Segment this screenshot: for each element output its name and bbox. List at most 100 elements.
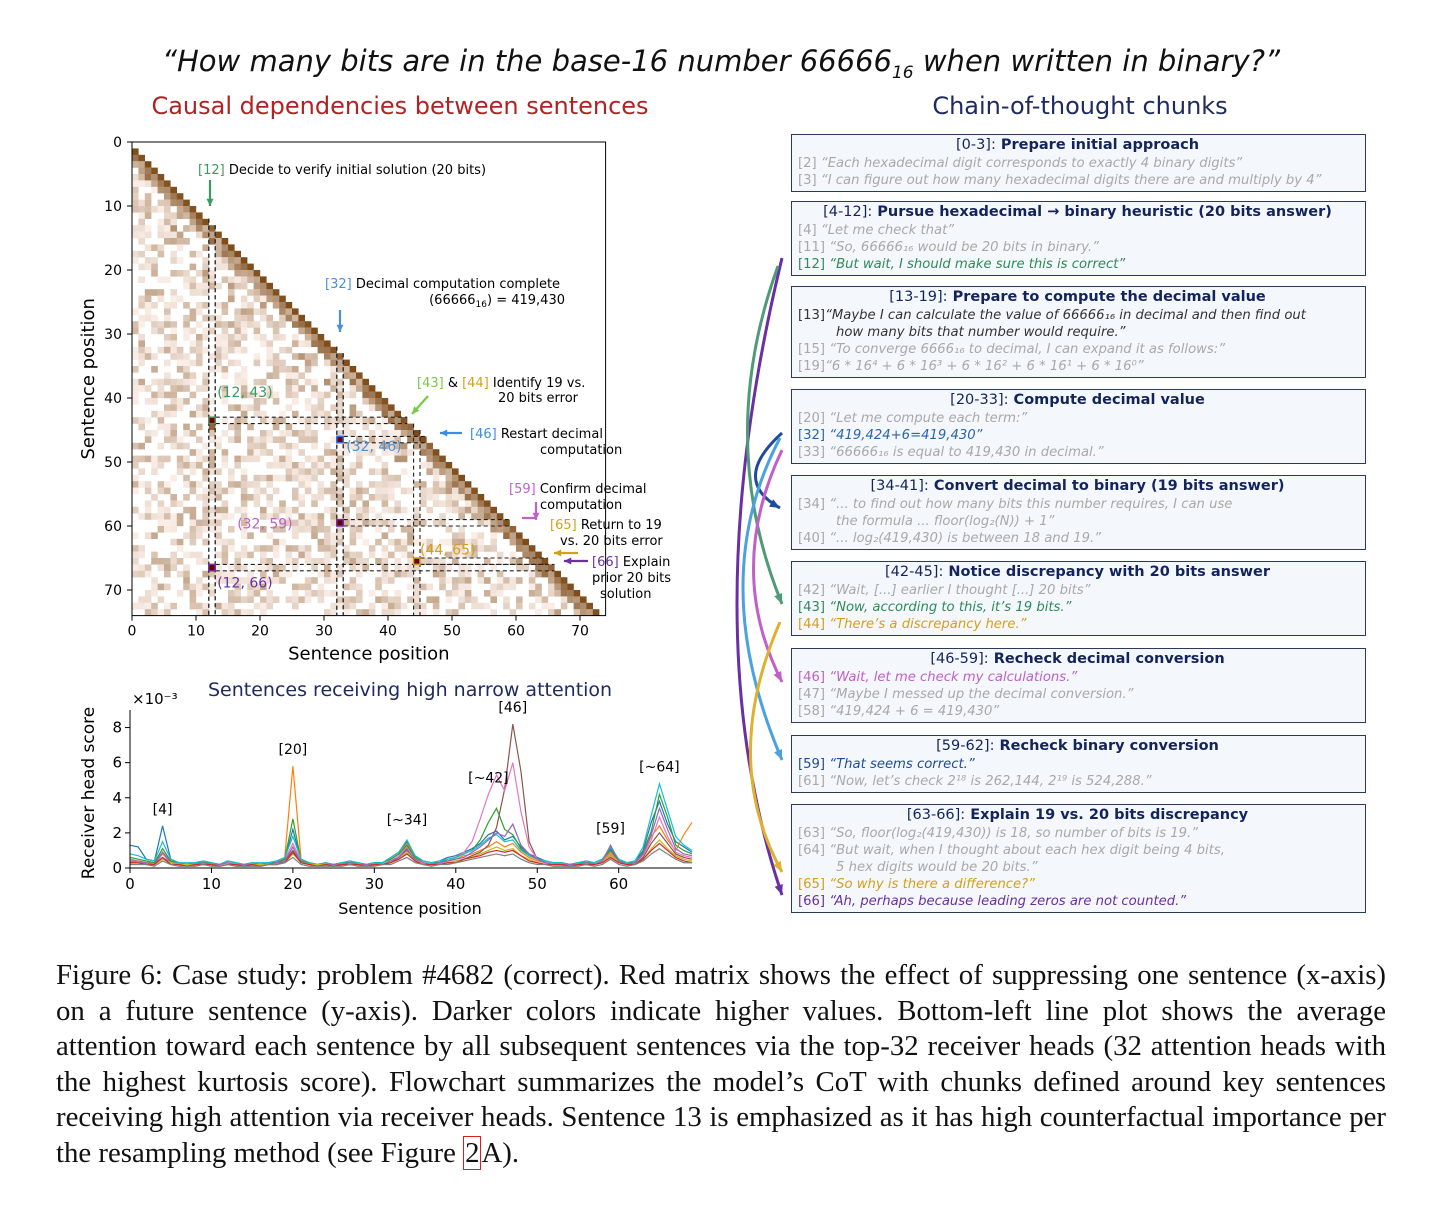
heatmap-cell [432, 564, 440, 571]
heatmap-cell [298, 353, 305, 360]
heatmap-cell [266, 577, 273, 584]
heatmap-cell [228, 526, 235, 533]
heatmap-cell [240, 334, 248, 341]
heatmap-cell [215, 321, 222, 328]
chunk-label: Notice discrepancy with 20 bits answer [943, 564, 1270, 580]
heatmap-cell [170, 423, 177, 431]
heatmap-cell [317, 487, 325, 495]
highlight-cell [336, 518, 344, 527]
heatmap-cell [144, 193, 152, 200]
cot-chunk: [63-66]: Explain 19 vs. 20 bits discrepa… [791, 804, 1366, 913]
heatmap-cell [381, 449, 389, 456]
heatmap-cell [151, 270, 158, 277]
heatmap-cell [253, 295, 261, 303]
heatmap-cell [439, 487, 446, 495]
heatmap-cell [260, 583, 267, 591]
heatmap-cell [170, 327, 177, 335]
heatmap-cell [362, 398, 369, 405]
heatmap-cell [509, 583, 517, 591]
heatmap-cell [138, 250, 145, 258]
heatmap-cell [151, 391, 158, 399]
heatmap-cell [298, 385, 305, 392]
heatmap-cell [228, 570, 235, 578]
heatmap-cell [260, 430, 267, 437]
heatmap-cell [445, 487, 453, 495]
heatmap-cell [304, 417, 312, 424]
heatmap-cell [138, 545, 145, 552]
heatmap-cell [445, 468, 453, 475]
heatmap-cell [368, 551, 376, 559]
heatmap-cell [343, 468, 350, 475]
heatmap-cell [336, 500, 344, 507]
heatmap-cell [298, 417, 305, 424]
heatmap-cell [317, 590, 325, 597]
heatmap-cell [221, 238, 229, 245]
heatmap-cell [260, 551, 267, 559]
heatmap-cell [221, 321, 229, 328]
heatmap-cell [234, 577, 241, 584]
cot-chunk: [59-62]: Recheck binary conversion [59] “… [791, 735, 1366, 793]
heatmap-cell [285, 545, 293, 552]
heatmap-cell [164, 526, 171, 533]
heatmap-cell [176, 500, 184, 507]
heatmap-cell [445, 564, 453, 571]
heatmap-cell [164, 423, 171, 431]
heatmap-cell [132, 602, 139, 610]
heatmap-cell [324, 340, 331, 347]
heatmap-cell [170, 302, 177, 309]
heatmap-cell [132, 455, 139, 463]
heatmap-cell [132, 366, 139, 373]
heatmap-cell [157, 346, 165, 354]
heatmap-cell [176, 468, 184, 475]
heatmap-cell [445, 474, 453, 482]
heatmap-cell [144, 289, 152, 296]
heatmap-cell [394, 596, 401, 603]
heatmap-cell [324, 506, 331, 514]
heatmap-cell [157, 289, 165, 296]
heatmap-cell [170, 193, 177, 200]
heatmap-cell [394, 590, 401, 597]
heatmap-cell [164, 436, 171, 443]
heatmap-cell [324, 359, 331, 367]
heatmap-cell [311, 391, 318, 399]
heatmap-cell [208, 398, 216, 405]
heatmap-cell [170, 526, 177, 533]
heatmap-cell [362, 417, 369, 424]
heatmap-cell [266, 385, 273, 392]
annotation: [65] Return to 19 [550, 518, 662, 533]
flow-arc [752, 449, 784, 683]
heatmap-cell [266, 558, 273, 565]
heatmap-cell [311, 410, 318, 418]
heatmap-cell [336, 468, 344, 475]
heatmap-cell [464, 583, 472, 591]
heatmap-cell [132, 570, 139, 578]
heatmap-cell [151, 430, 158, 437]
heatmap-cell [266, 564, 273, 571]
heatmap-cell [356, 455, 363, 463]
heatmap-cell [234, 583, 241, 591]
heatmap-cell [196, 423, 203, 431]
heatmap-cell [349, 519, 357, 527]
heatmap-cell [298, 519, 305, 527]
heatmap-cell [157, 500, 165, 507]
figure-ref-link[interactable]: 2 [463, 1135, 482, 1170]
heatmap-cell [324, 551, 331, 559]
chunk-range: [63-66]: [906, 807, 966, 823]
heatmap-cell [381, 532, 389, 539]
heatmap-cell [439, 583, 446, 591]
heatmap-cell [215, 506, 222, 514]
heatmap-cell [132, 250, 139, 258]
heatmap-cell [240, 270, 248, 277]
heatmap-cell [138, 302, 145, 309]
heatmap-cell [183, 353, 190, 360]
heatmap-cell [247, 289, 254, 296]
heatmap-cell [279, 417, 286, 424]
heatmap-cell [496, 551, 504, 559]
heatmap-cell [170, 500, 177, 507]
heatmap-cell [496, 526, 504, 533]
heatmap-cell [381, 545, 389, 552]
heatmap-cell [458, 570, 465, 578]
heatmap-cell [151, 532, 158, 539]
heatmap-cell [132, 564, 139, 571]
heatmap-cell [176, 353, 184, 360]
